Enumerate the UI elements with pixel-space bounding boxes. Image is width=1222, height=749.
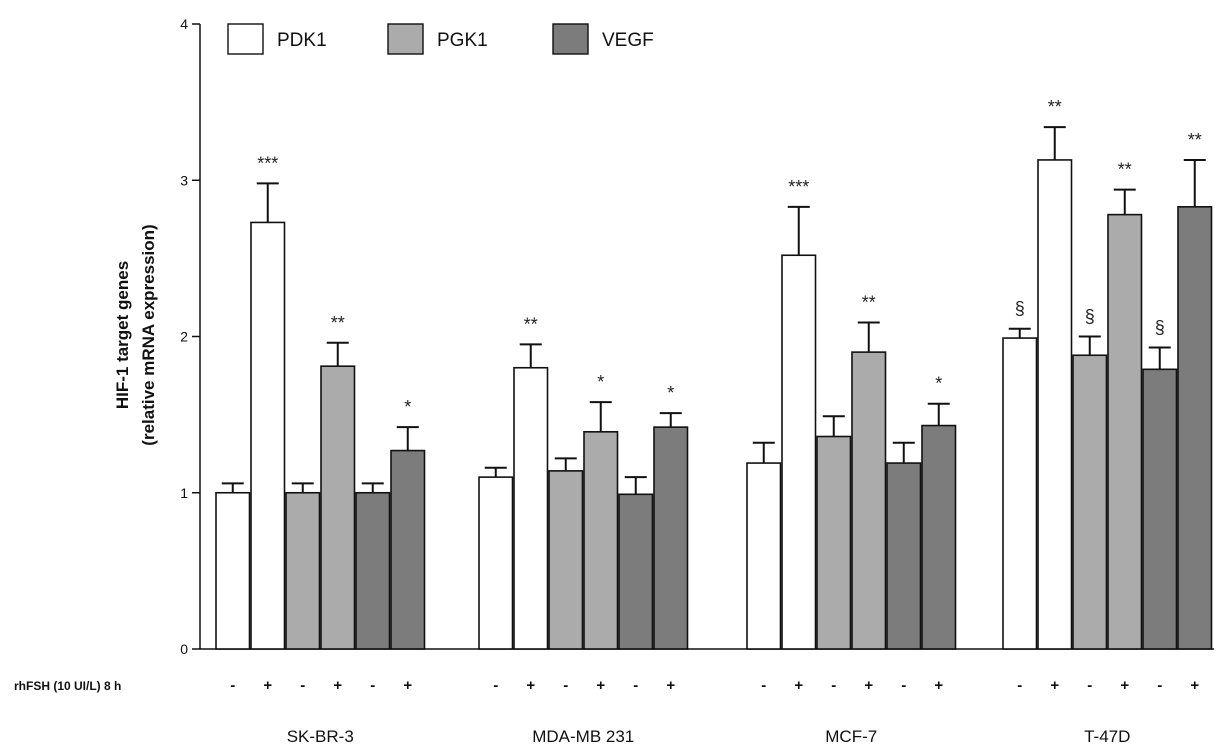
- treatment-sign: +: [526, 677, 535, 694]
- significance-label: §: [1155, 317, 1165, 337]
- bar-pdk1-minus: [478, 476, 514, 650]
- treatment-sign: -: [761, 677, 766, 694]
- significance-label: ***: [257, 153, 278, 173]
- significance-label: **: [524, 314, 538, 334]
- treatment-sign: -: [831, 677, 836, 694]
- treatment-sign: +: [596, 677, 605, 694]
- significance-label: **: [1188, 130, 1202, 150]
- legend: PDK1 PGK1 VEGF: [227, 23, 654, 55]
- significance-label: *: [667, 383, 674, 403]
- y-tick-label: 2: [180, 329, 188, 345]
- treatment-sign: +: [1050, 677, 1059, 694]
- treatment-sign: -: [230, 677, 235, 694]
- treatment-label: rhFSH (10 UI/L) 8 h: [14, 679, 121, 693]
- significance-label: ***: [788, 177, 809, 197]
- treatment-sign: -: [300, 677, 305, 694]
- bar-vegf-plus: [653, 426, 689, 650]
- bar-vegf-plus: [921, 424, 957, 650]
- bar-pgk1-minus: [1072, 354, 1108, 650]
- treatment-sign: +: [1190, 677, 1199, 694]
- treatment-sign: +: [934, 677, 943, 694]
- y-tick-label: 4: [180, 16, 188, 32]
- treatment-sign: -: [370, 677, 375, 694]
- group-label: SK-BR-3: [287, 727, 354, 746]
- treatment-sign: +: [333, 677, 342, 694]
- bars: [215, 159, 1213, 650]
- y-tick-label: 1: [180, 485, 188, 501]
- bar-pgk1-minus: [548, 470, 584, 650]
- bar-vegf-minus: [1142, 368, 1178, 650]
- bar-vegf-plus: [1177, 206, 1213, 650]
- bar-pgk1-plus: [320, 365, 356, 650]
- treatment-signs: - + - + - + - + - + - + - + - + - + - + - + - +: [230, 677, 1199, 694]
- bar-pdk1-plus: [1037, 159, 1073, 650]
- significance-label: *: [404, 397, 411, 417]
- treatment-sign: -: [493, 677, 498, 694]
- legend-swatch-pgk1: [387, 23, 424, 55]
- bar-pgk1-plus: [583, 431, 619, 650]
- y-tick-label: 3: [180, 172, 188, 188]
- treatment-sign: +: [1120, 677, 1129, 694]
- y-axis-title-line1: HIF-1 target genes: [113, 261, 132, 409]
- treatment-sign: -: [563, 677, 568, 694]
- bar-vegf-plus: [390, 449, 426, 650]
- group-label: MCF-7: [825, 727, 877, 746]
- treatment-sign: +: [666, 677, 675, 694]
- significance-label: *: [597, 372, 604, 392]
- bar-pdk1-plus: [513, 366, 549, 650]
- treatment-sign: -: [1087, 677, 1092, 694]
- x-axis: SK-BR-3 MDA-MB 231 MCF-7 T-47D: [200, 648, 1214, 746]
- significance-label: **: [1048, 97, 1062, 117]
- treatment-sign: +: [794, 677, 803, 694]
- treatment-sign: +: [864, 677, 873, 694]
- y-axis: 0 1 2 3 4: [180, 16, 201, 657]
- legend-label-vegf: VEGF: [602, 30, 654, 51]
- bar-pdk1-minus: [1002, 337, 1038, 650]
- significance-label: §: [1015, 299, 1025, 319]
- legend-swatch-pdk1: [227, 23, 264, 55]
- bar-pdk1-minus: [746, 462, 782, 650]
- bar-pgk1-plus: [1107, 213, 1143, 650]
- error-bars: [221, 126, 1206, 495]
- significance-label: §: [1085, 307, 1095, 327]
- y-axis-title-line2: (relative mRNA expression): [139, 224, 158, 445]
- bar-pgk1-minus: [816, 435, 852, 650]
- bar-pdk1-plus: [781, 254, 817, 650]
- treatment-sign: -: [1017, 677, 1022, 694]
- treatment-sign: +: [263, 677, 272, 694]
- treatment-sign: -: [1157, 677, 1162, 694]
- bar-vegf-minus: [355, 491, 391, 650]
- significance-label: **: [331, 313, 345, 333]
- treatment-sign: -: [901, 677, 906, 694]
- significance-label: *: [935, 374, 942, 394]
- treatment-sign: +: [403, 677, 412, 694]
- group-label: T-47D: [1084, 727, 1130, 746]
- bar-pgk1-minus: [285, 491, 321, 650]
- group-label: MDA-MB 231: [532, 727, 634, 746]
- bar-pdk1-plus: [250, 221, 286, 650]
- bar-vegf-minus: [618, 493, 654, 650]
- legend-label-pgk1: PGK1: [437, 30, 488, 51]
- significance-marks: ****************§**§**§**: [257, 97, 1202, 417]
- bar-pgk1-plus: [851, 351, 887, 650]
- treatment-sign: -: [633, 677, 638, 694]
- legend-swatch-vegf: [552, 23, 589, 55]
- significance-label: **: [1118, 160, 1132, 180]
- significance-label: **: [862, 292, 876, 312]
- bar-pdk1-minus: [215, 491, 251, 650]
- y-tick-label: 0: [180, 641, 188, 657]
- bar-vegf-minus: [886, 462, 922, 650]
- legend-label-pdk1: PDK1: [277, 30, 327, 51]
